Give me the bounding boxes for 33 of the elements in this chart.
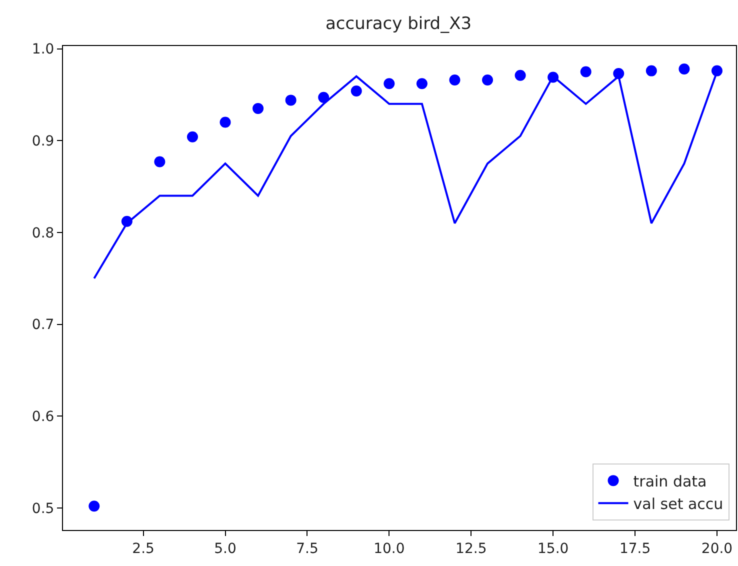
y-tick-label: 1.0 — [32, 42, 54, 58]
legend-label: train data — [633, 472, 707, 490]
point — [482, 74, 494, 86]
point — [514, 70, 526, 81]
x-tick-label: 15.0 — [537, 540, 569, 557]
point — [220, 116, 231, 128]
x-tick-label: 5.0 — [214, 540, 236, 557]
point — [252, 102, 264, 114]
x-tick-label: 10.0 — [374, 540, 405, 557]
point — [186, 131, 198, 142]
point — [646, 65, 657, 76]
point — [88, 500, 100, 512]
point — [154, 156, 166, 168]
point — [678, 63, 690, 74]
chart-title: accuracy bird_X3 — [325, 14, 472, 34]
point — [350, 86, 362, 96]
point — [384, 78, 395, 90]
x-tick-label: 7.5 — [296, 540, 318, 557]
point — [580, 66, 592, 78]
y-tick-label: 0.5 — [32, 500, 54, 517]
y-tick-label: 0.6 — [32, 409, 54, 426]
point — [416, 78, 428, 90]
x-tick-label: 17.5 — [619, 540, 651, 557]
x-tick-label: 2.5 — [132, 540, 154, 557]
point — [318, 92, 330, 103]
y-tick-label: 0.7 — [32, 317, 54, 334]
y-tick-label: 0.9 — [32, 134, 54, 150]
x-tick-label: 20.0 — [701, 540, 733, 557]
point — [285, 94, 296, 106]
point — [449, 74, 460, 86]
x-tick-label: 12.5 — [456, 540, 487, 557]
legend-label: val set accu — [633, 494, 724, 513]
y-tick-label: 0.8 — [32, 225, 54, 242]
